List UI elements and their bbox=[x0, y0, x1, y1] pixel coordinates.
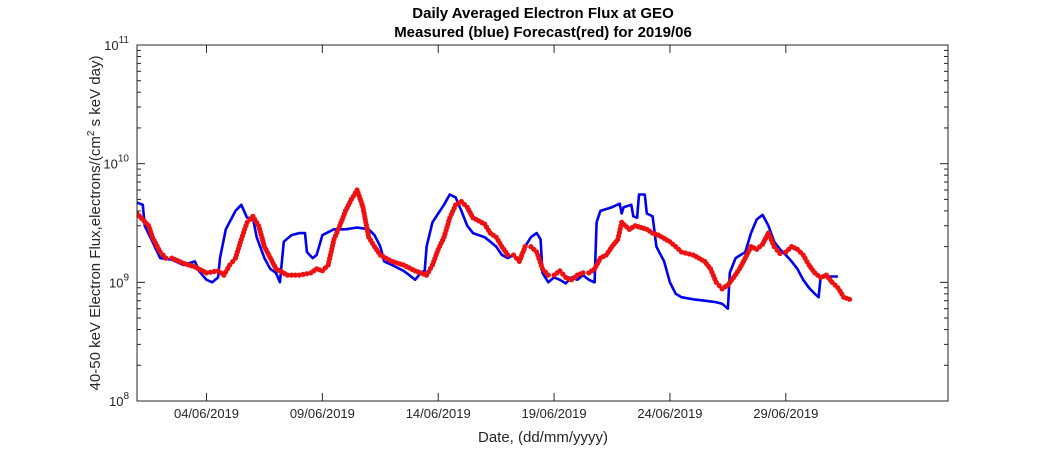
forecast-marker bbox=[211, 268, 217, 275]
forecast-point bbox=[771, 244, 777, 250]
forecast-point bbox=[285, 272, 291, 278]
y-tick-label: 1011 bbox=[104, 35, 129, 53]
series-measured bbox=[137, 193, 838, 310]
forecast-point bbox=[522, 244, 528, 250]
forecast-point bbox=[846, 296, 853, 302]
y-tick-label: 108 bbox=[109, 391, 129, 409]
forecast-marker bbox=[682, 250, 689, 256]
forecast-point bbox=[777, 250, 783, 257]
y-axis-label-superscript: 2 bbox=[86, 130, 97, 136]
forecast-marker bbox=[288, 272, 295, 278]
y-axis-label-part-1: 40-50 keV Electron Flux,electrons/(cm bbox=[87, 136, 104, 390]
forecast-marker bbox=[774, 247, 780, 253]
x-tick-label: 29/06/2019 bbox=[753, 406, 818, 421]
forecast-point bbox=[678, 249, 685, 255]
forecast-point bbox=[545, 272, 551, 278]
forecast-point bbox=[227, 262, 233, 268]
x-tick-label: 19/06/2019 bbox=[522, 406, 587, 421]
x-axis: 04/06/2019 09/06/2019 14/06/2019 19/06/2019… bbox=[174, 45, 818, 421]
forecast-point bbox=[580, 270, 586, 276]
forecast-marker bbox=[304, 271, 310, 277]
y-axis-label: 40-50 keV Electron Flux,electrons/(cm2 s… bbox=[86, 56, 104, 391]
forecast-point bbox=[505, 252, 511, 258]
y-tick-label: 109 bbox=[109, 272, 129, 290]
series-forecast bbox=[137, 187, 853, 302]
x-tick-label: 14/06/2019 bbox=[406, 406, 471, 421]
chart-title-line-2: Measured (blue) Forecast(red) for 2019/0… bbox=[394, 24, 692, 41]
forecast-marker bbox=[230, 259, 236, 265]
y-tick-label: 1010 bbox=[103, 154, 129, 172]
x-axis-label: Date, (dd/mm/yyyy) bbox=[478, 429, 608, 446]
forecast-marker bbox=[292, 272, 298, 278]
x-tick-label: 24/06/2019 bbox=[637, 406, 702, 421]
x-tick-label: 04/06/2019 bbox=[174, 406, 239, 421]
x-tick-label: 09/06/2019 bbox=[290, 406, 355, 421]
axes-box bbox=[136, 44, 949, 402]
y-axis: 108 109 1010 1011 bbox=[103, 35, 948, 409]
chart-title-line-1: Daily Averaged Electron Flux at GEO bbox=[412, 5, 674, 22]
forecast-point bbox=[296, 272, 302, 278]
y-axis-label-part-2: s keV day) bbox=[87, 56, 104, 131]
forecast-point bbox=[163, 255, 169, 261]
plot-area bbox=[137, 187, 853, 310]
series-line-measured bbox=[137, 193, 838, 310]
forecast-point bbox=[203, 270, 210, 276]
